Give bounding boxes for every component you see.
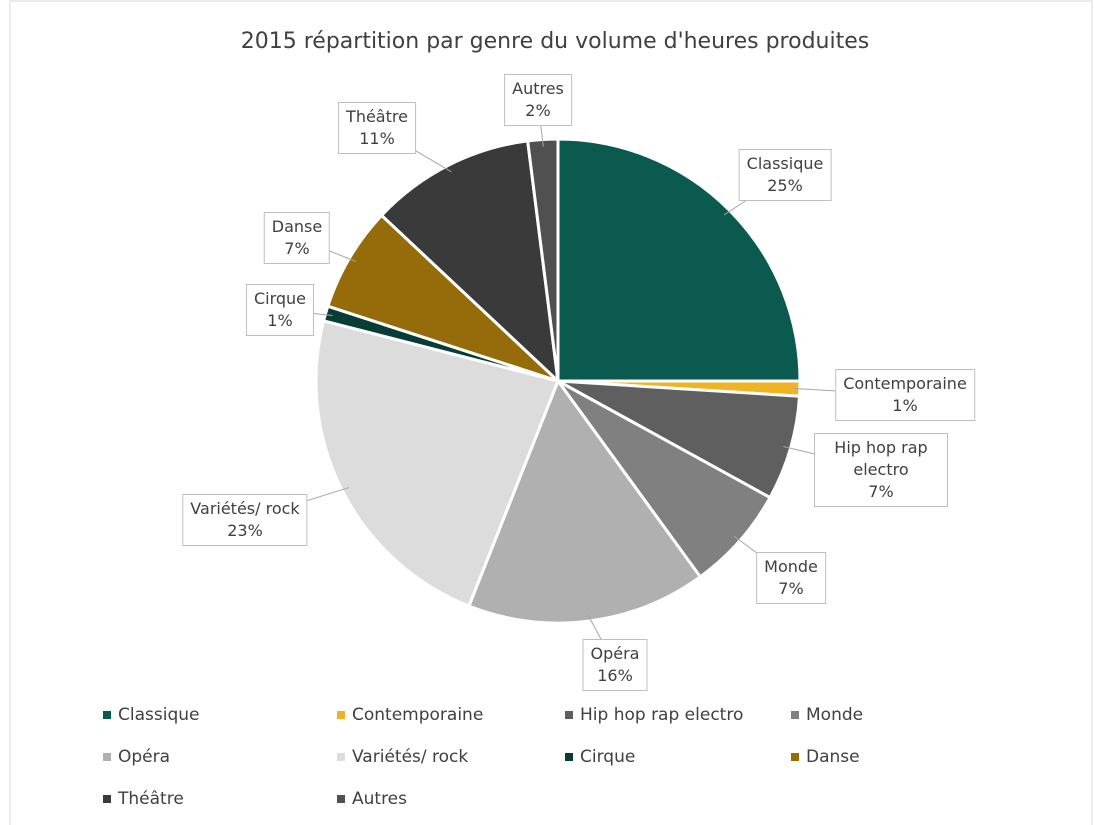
data-label: Danse 7% (263, 212, 331, 264)
data-label-value: 7% (868, 482, 894, 501)
legend-item: Opéra (103, 747, 170, 767)
legend-label: Classique (118, 705, 200, 725)
data-label-value: 1% (892, 396, 918, 415)
legend-swatch (791, 711, 799, 719)
legend-item: Hip hop rap electro (565, 705, 743, 725)
data-label: Théâtre 11% (338, 102, 416, 154)
legend-item: Contemporaine (337, 705, 483, 725)
data-label: Classique 25% (738, 149, 832, 201)
data-label-name: Hip hop rap electro (834, 438, 928, 479)
legend-label: Cirque (580, 747, 636, 767)
chart-border (9, 0, 1093, 825)
data-label-value: 7% (284, 239, 310, 258)
data-label: Hip hop rap electro 7% (814, 433, 948, 507)
legend-swatch (103, 711, 111, 719)
chart-title: 2015 répartition par genre du volume d'h… (241, 29, 869, 54)
data-label-value: 16% (597, 666, 633, 685)
legend-item: Variétés/ rock (337, 747, 468, 767)
data-label-name: Opéra (590, 644, 640, 663)
legend-swatch (337, 711, 345, 719)
data-label-name: Contemporaine (843, 374, 967, 393)
data-label: Monde 7% (756, 552, 826, 604)
pie-slice (466, 377, 703, 625)
legend-item: Théâtre (103, 789, 184, 809)
legend-label: Monde (806, 705, 864, 725)
legend-swatch (103, 753, 111, 761)
legend-label: Contemporaine (352, 705, 484, 725)
data-label: Cirque 1% (245, 284, 315, 336)
data-label-value: 2% (525, 101, 551, 120)
data-label-name: Cirque (253, 289, 307, 308)
legend-label: Hip hop rap electro (580, 705, 744, 725)
data-label: Autres 2% (504, 74, 572, 126)
data-label-name: Danse (271, 217, 323, 236)
legend-item: Danse (791, 747, 860, 767)
legend-item: Cirque (565, 747, 635, 767)
pie-slice (314, 318, 561, 608)
data-label-value: 23% (227, 521, 263, 540)
data-label: Variétés/ rock 23% (182, 494, 308, 546)
legend-item: Classique (103, 705, 199, 725)
legend-item: Monde (791, 705, 863, 725)
data-label-name: Monde (764, 557, 818, 576)
data-label-value: 11% (359, 129, 395, 148)
data-label-name: Théâtre (346, 107, 408, 126)
legend-swatch (565, 753, 573, 761)
data-label-name: Variétés/ rock (190, 499, 300, 518)
legend-swatch (791, 753, 799, 761)
data-label: Opéra 16% (582, 639, 648, 691)
legend-label: Théâtre (118, 789, 184, 809)
data-label-name: Autres (512, 79, 564, 98)
data-label-value: 25% (767, 176, 803, 195)
legend-label: Opéra (118, 747, 171, 767)
legend-swatch (565, 711, 573, 719)
legend-label: Danse (806, 747, 860, 767)
legend-swatch (337, 795, 345, 803)
pie-slice (325, 213, 560, 383)
legend-swatch (103, 795, 111, 803)
data-label-name: Classique (746, 154, 824, 173)
legend-label: Variétés/ rock (352, 747, 469, 767)
legend-item: Autres (337, 789, 407, 809)
data-label-value: 1% (267, 311, 293, 330)
pie-slice (556, 137, 802, 383)
pie-slice (556, 379, 773, 579)
legend-label: Autres (352, 789, 408, 809)
data-label-value: 7% (778, 579, 804, 598)
legend-swatch (337, 753, 345, 761)
pie-slice (379, 139, 561, 385)
data-label: Contemporaine 1% (835, 369, 975, 421)
